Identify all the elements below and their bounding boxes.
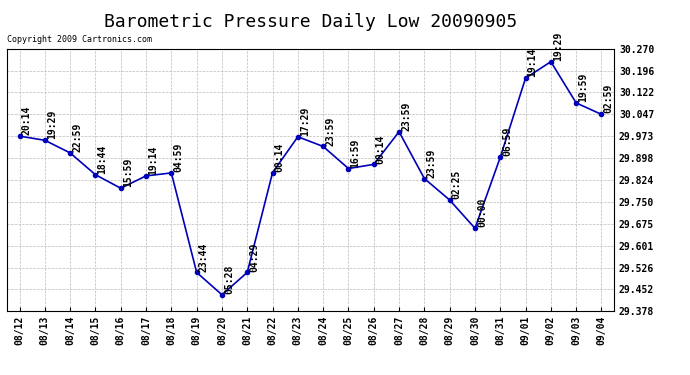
Text: 19:29: 19:29 xyxy=(553,32,563,61)
Text: 19:14: 19:14 xyxy=(528,48,538,77)
Text: 02:25: 02:25 xyxy=(452,170,462,199)
Text: 04:59: 04:59 xyxy=(173,142,184,172)
Text: 19:14: 19:14 xyxy=(148,146,158,175)
Text: 23:59: 23:59 xyxy=(426,148,436,178)
Text: 18:44: 18:44 xyxy=(97,144,108,174)
Text: 04:29: 04:29 xyxy=(249,242,259,272)
Text: 19:59: 19:59 xyxy=(578,73,588,102)
Text: Barometric Pressure Daily Low 20090905: Barometric Pressure Daily Low 20090905 xyxy=(104,13,517,31)
Text: 06:59: 06:59 xyxy=(502,127,512,156)
Text: 05:28: 05:28 xyxy=(224,264,234,294)
Text: 02:59: 02:59 xyxy=(604,84,613,114)
Text: 22:59: 22:59 xyxy=(72,123,82,152)
Text: 00:14: 00:14 xyxy=(275,142,284,172)
Text: 20:14: 20:14 xyxy=(21,106,32,135)
Text: 16:59: 16:59 xyxy=(351,138,360,168)
Text: 17:29: 17:29 xyxy=(300,106,310,136)
Text: Copyright 2009 Cartronics.com: Copyright 2009 Cartronics.com xyxy=(7,34,152,44)
Text: 23:44: 23:44 xyxy=(199,242,208,272)
Text: 00:14: 00:14 xyxy=(376,134,386,164)
Text: 23:59: 23:59 xyxy=(325,116,335,146)
Text: 19:29: 19:29 xyxy=(47,110,57,140)
Text: 00:00: 00:00 xyxy=(477,198,487,227)
Text: 15:59: 15:59 xyxy=(123,158,132,188)
Text: 23:59: 23:59 xyxy=(401,102,411,131)
